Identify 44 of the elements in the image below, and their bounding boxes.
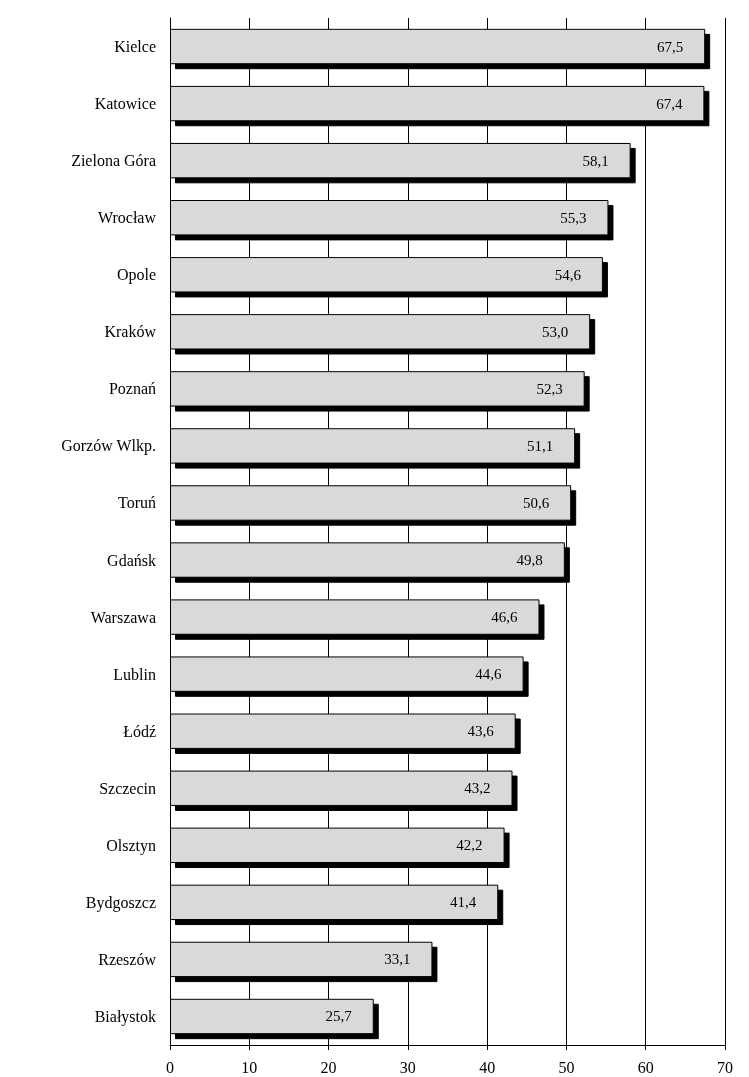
x-tick-label: 30 [399, 1058, 416, 1076]
y-tick-label: Olsztyn [106, 836, 156, 855]
x-tick-label: 40 [479, 1058, 496, 1076]
data-label: 44,6 [475, 666, 503, 683]
y-tick-label: Poznań [108, 380, 156, 398]
data-label: 67,5 [656, 38, 684, 55]
data-label: 42,2 [456, 837, 483, 854]
data-label: 33,1 [384, 951, 411, 968]
y-tick-label: Katowice [94, 95, 156, 113]
y-tick-label: Łódź [123, 722, 156, 740]
y-tick-label: Opole [116, 266, 156, 285]
x-tick-label: 20 [320, 1058, 337, 1076]
data-label: 43,2 [464, 780, 491, 797]
y-tick-label: Bydgoszcz [85, 893, 156, 912]
x-tick-label: 60 [637, 1058, 654, 1076]
x-tick-label: 70 [717, 1058, 733, 1076]
y-tick-label: Kraków [104, 323, 157, 341]
data-label: 55,3 [560, 209, 587, 226]
data-label: 52,3 [536, 380, 563, 397]
data-label: 67,4 [656, 95, 683, 112]
data-label: 43,6 [467, 723, 495, 740]
y-tick-label: Białystok [94, 1007, 156, 1026]
data-label: 25,7 [325, 1008, 353, 1025]
y-tick-label: Zielona Góra [71, 152, 156, 170]
data-label: 41,4 [449, 894, 477, 911]
data-label: 51,1 [526, 437, 554, 454]
data-label: 50,6 [522, 494, 550, 511]
data-label: 54,6 [554, 266, 582, 283]
y-tick-label: Wrocław [98, 209, 157, 227]
y-tick-label: Lublin [113, 665, 156, 683]
y-tick-label: Gorzów Wlkp. [61, 437, 156, 456]
y-tick-label: Gdańsk [107, 551, 156, 569]
x-tick-label: 10 [241, 1058, 258, 1076]
y-tick-label: Rzeszów [98, 950, 157, 968]
y-tick-label: Szczecin [99, 779, 156, 797]
data-label: 49,8 [516, 552, 543, 569]
y-tick-label: Warszawa [90, 608, 156, 626]
data-label: 53,0 [541, 323, 569, 340]
x-tick-label: 0 [166, 1058, 174, 1076]
y-tick-label: Toruń [118, 494, 156, 512]
y-tick-label: Kielce [114, 38, 156, 56]
x-tick-label: 50 [558, 1058, 575, 1076]
data-label: 46,6 [491, 609, 518, 626]
data-label: 58,1 [582, 152, 609, 169]
